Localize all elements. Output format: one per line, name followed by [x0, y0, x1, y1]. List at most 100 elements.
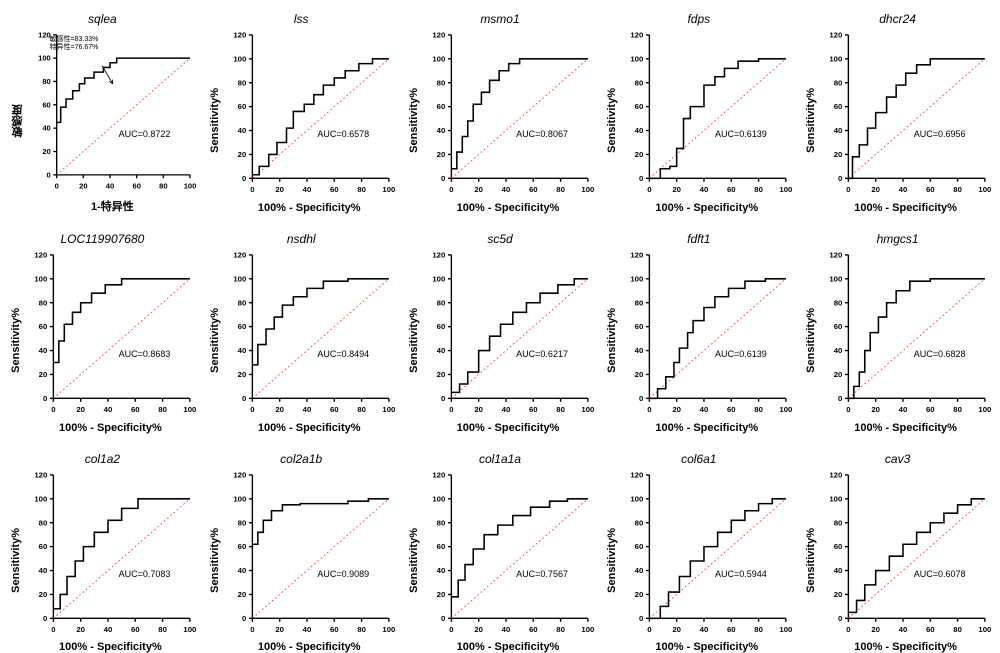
plot-wrap: Sensitivity%0204060801000204060801001201…	[803, 468, 992, 653]
roc-plot: 020406080100020406080100120	[620, 28, 793, 201]
y-axis-label: Sensitivity%	[604, 468, 620, 653]
diagonal-reference	[57, 58, 190, 175]
y-tick-label: 120	[34, 250, 47, 259]
roc-plot: 020406080100020406080100120	[24, 248, 197, 421]
plot-column: 020406080100020406080100120100% - Specif…	[819, 28, 992, 214]
x-tick-label: 80	[755, 625, 764, 634]
roc-plot: 020406080100020406080100120	[422, 28, 595, 201]
y-tick-label: 0	[838, 394, 842, 403]
y-tick-label: 120	[830, 31, 843, 40]
roc-panel: lssSensitivity%0204060801000204060801001…	[207, 12, 396, 214]
y-tick-label: 0	[242, 394, 246, 403]
y-tick-label: 60	[436, 322, 445, 331]
axis-lines	[451, 35, 588, 178]
x-tick-label: 40	[501, 405, 510, 414]
axis-lines	[53, 475, 190, 618]
roc-plot: 020406080100020406080100120	[819, 468, 992, 641]
y-tick-label: 40	[436, 126, 445, 135]
y-tick-label: 100	[830, 494, 843, 503]
x-tick-label: 20	[872, 405, 881, 414]
roc-grid: sqlea敏感度0204060801000204060801001201-特异性…	[8, 12, 992, 621]
y-tick-label: 80	[635, 78, 644, 87]
diagonal-reference	[53, 279, 190, 399]
x-tick-label: 0	[449, 405, 453, 414]
y-tick-label: 20	[39, 590, 48, 599]
diagonal-reference	[451, 59, 588, 179]
panel-title: fdps	[687, 12, 710, 26]
y-tick-label: 80	[834, 298, 843, 307]
panel-title: cav3	[885, 452, 910, 466]
panel-title: sc5d	[487, 232, 512, 246]
x-tick-label: 40	[302, 405, 311, 414]
y-tick-label: 0	[639, 394, 643, 403]
y-tick-label: 40	[834, 126, 843, 135]
y-tick-label: 60	[436, 102, 445, 111]
y-axis-label: Sensitivity%	[8, 248, 24, 434]
y-tick-label: 40	[237, 126, 246, 135]
plot-wrap: Sensitivity%0204060801000204060801001201…	[604, 468, 793, 653]
roc-panel: sc5dSensitivity%020406080100020406080100…	[406, 232, 595, 434]
panel-title: lss	[294, 12, 309, 26]
y-tick-label: 60	[834, 102, 843, 111]
x-axis-label: 100% - Specificity%	[223, 422, 396, 434]
axis-lines	[53, 255, 190, 398]
y-axis-label: Sensitivity%	[406, 28, 422, 214]
x-axis-label: 1-特异性	[28, 198, 197, 214]
y-tick-label: 80	[42, 77, 50, 86]
plot-column: 020406080100020406080100120100% - Specif…	[620, 468, 793, 653]
y-axis-label: Sensitivity%	[406, 248, 422, 434]
y-tick-label: 100	[432, 494, 445, 503]
y-tick-label: 80	[635, 298, 644, 307]
panel-title: dhcr24	[879, 12, 916, 26]
y-axis-label: Sensitivity%	[604, 248, 620, 434]
x-tick-label: 100	[780, 625, 793, 634]
y-tick-label: 80	[237, 518, 246, 527]
auc-label: AUC=0.6217	[516, 349, 568, 359]
y-tick-label: 120	[830, 470, 843, 479]
y-tick-label: 60	[834, 542, 843, 551]
auc-label: AUC=0.6956	[914, 129, 966, 139]
x-tick-label: 0	[648, 625, 652, 634]
y-tick-label: 20	[834, 150, 843, 159]
x-tick-label: 60	[529, 185, 538, 194]
y-tick-label: 120	[233, 250, 246, 259]
x-tick-label: 80	[357, 185, 366, 194]
plot-wrap: Sensitivity%0204060801000204060801001201…	[803, 248, 992, 434]
axis-lines	[252, 35, 389, 178]
roc-plot: 020406080100020406080100120	[223, 248, 396, 421]
y-tick-label: 120	[34, 470, 47, 479]
x-tick-label: 100	[979, 185, 992, 194]
x-tick-label: 40	[104, 405, 113, 414]
y-tick-label: 60	[237, 322, 246, 331]
x-axis-label: 100% - Specificity%	[223, 202, 396, 214]
roc-panel: LOC119907680Sensitivity%0204060801000204…	[8, 232, 197, 434]
y-tick-label: 20	[436, 370, 445, 379]
x-tick-label: 20	[474, 405, 483, 414]
roc-curve	[451, 279, 588, 393]
panel-title: col6a1	[681, 452, 716, 466]
roc-panel: col6a1Sensitivity%0204060801000204060801…	[604, 452, 793, 653]
x-tick-label: 100	[183, 405, 196, 414]
y-tick-label: 120	[233, 470, 246, 479]
x-tick-label: 40	[501, 185, 510, 194]
y-tick-label: 100	[34, 494, 47, 503]
y-tick-label: 0	[441, 614, 445, 623]
y-tick-label: 80	[436, 298, 445, 307]
diagonal-reference	[849, 498, 986, 618]
x-tick-label: 80	[556, 185, 565, 194]
y-tick-label: 0	[441, 394, 445, 403]
panel-title: nsdhl	[287, 232, 316, 246]
y-tick-label: 120	[631, 470, 644, 479]
roc-curve	[252, 59, 389, 175]
x-tick-label: 20	[79, 181, 87, 190]
x-tick-label: 80	[953, 405, 962, 414]
y-axis-label: Sensitivity%	[604, 28, 620, 214]
y-tick-label: 0	[242, 614, 246, 623]
roc-panel: msmo1Sensitivity%02040608010002040608010…	[406, 12, 595, 214]
plot-wrap: Sensitivity%0204060801000204060801001201…	[604, 28, 793, 214]
plot-column: 020406080100020406080100120100% - Specif…	[24, 248, 197, 434]
roc-plot: 020406080100020406080100120	[223, 28, 396, 201]
axis-lines	[849, 35, 986, 178]
y-tick-label: 20	[436, 590, 445, 599]
y-tick-label: 20	[635, 150, 644, 159]
